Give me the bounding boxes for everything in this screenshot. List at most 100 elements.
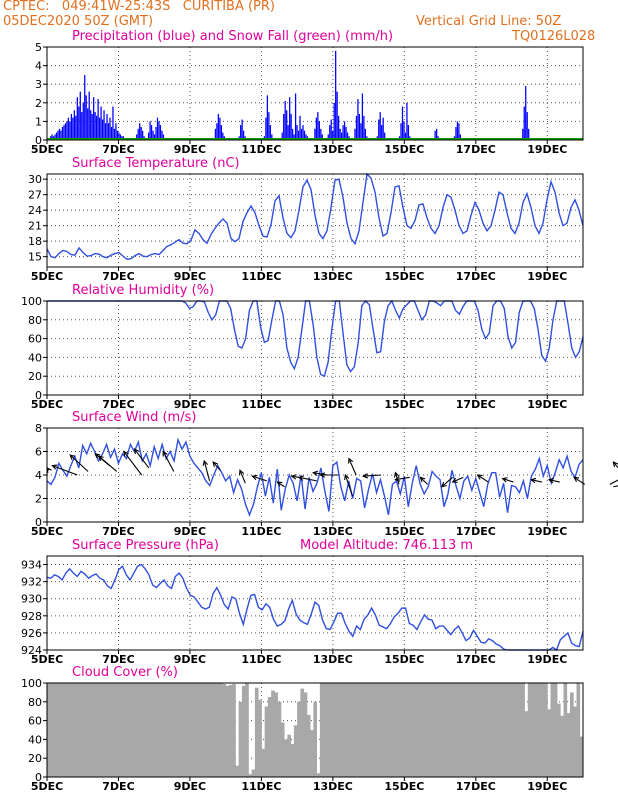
x-tick-label: 17DEC bbox=[456, 653, 496, 666]
precip-bar bbox=[115, 123, 117, 140]
precip-bar bbox=[522, 128, 524, 140]
precip-bar bbox=[84, 74, 86, 140]
x-tick-label: 15DEC bbox=[384, 653, 424, 666]
precip-bar bbox=[404, 132, 407, 140]
cloud-bar bbox=[150, 683, 155, 777]
cloud-bar bbox=[111, 683, 116, 777]
y-tick-label: 27 bbox=[28, 189, 42, 202]
cloud-bar bbox=[173, 683, 178, 777]
cloud-bar bbox=[170, 683, 175, 777]
precip-bar bbox=[333, 102, 335, 140]
wind-vector-head bbox=[393, 471, 400, 478]
cloud-bar bbox=[521, 683, 525, 777]
wind-panel-title: Surface Wind (m/s) bbox=[72, 410, 197, 425]
cloud-bar bbox=[69, 683, 74, 777]
panel-frame bbox=[46, 300, 584, 396]
wind-vector-head bbox=[451, 477, 458, 483]
cloud-bar bbox=[293, 725, 298, 777]
wind-vector-head bbox=[251, 474, 258, 481]
x-tick-label: 15DEC bbox=[384, 398, 424, 411]
wind-vector-head bbox=[547, 477, 555, 484]
y-tick-label: 1 bbox=[35, 115, 42, 128]
wind-vector bbox=[609, 479, 618, 485]
wind-vector-head bbox=[276, 481, 283, 487]
cloud-bar bbox=[56, 683, 61, 777]
precip-bar bbox=[73, 110, 75, 140]
precip-bar bbox=[436, 128, 438, 140]
cloud-bar bbox=[527, 683, 532, 777]
y-tick-label: 930 bbox=[21, 593, 42, 606]
precip-bar bbox=[528, 128, 530, 140]
x-tick-label: 13DEC bbox=[313, 653, 353, 666]
temperature-panel-title: Surface Temperature (nC) bbox=[72, 156, 240, 171]
precip-bar bbox=[296, 125, 298, 140]
panel-frame bbox=[46, 555, 584, 651]
cloud-bar bbox=[514, 683, 519, 777]
precip-bar bbox=[149, 121, 151, 140]
precip-bar bbox=[158, 121, 160, 140]
precip-bar bbox=[153, 134, 156, 140]
cloud-bar bbox=[368, 683, 373, 777]
panel-frame bbox=[46, 682, 584, 778]
cloud-bar bbox=[495, 683, 499, 777]
cloud-bar bbox=[238, 701, 243, 777]
precip-bar bbox=[361, 93, 364, 140]
wind-vector-head bbox=[94, 453, 101, 459]
x-tick-label: 19DEC bbox=[527, 525, 567, 538]
cloud-bar bbox=[102, 683, 106, 777]
cloud-bar bbox=[59, 683, 64, 777]
cloud-bar bbox=[579, 736, 584, 777]
cloud-bar bbox=[92, 683, 97, 777]
cloud-bar bbox=[228, 684, 233, 777]
x-tick-label: 17DEC bbox=[456, 143, 496, 156]
precip-bar bbox=[54, 134, 56, 140]
precip-bar bbox=[79, 91, 81, 140]
cloud-bar bbox=[222, 683, 227, 777]
panel-frame bbox=[46, 173, 584, 268]
precip-bar bbox=[242, 130, 245, 140]
wind-vector-head bbox=[69, 454, 76, 460]
cloud-bar bbox=[98, 683, 103, 777]
cloud-bar bbox=[557, 703, 561, 777]
cloud-bar bbox=[397, 683, 402, 777]
cloud-bar bbox=[89, 683, 93, 777]
x-tick-label: 17DEC bbox=[456, 270, 496, 283]
x-tick-label: 5DEC bbox=[31, 270, 63, 283]
y-tick-label: 20 bbox=[28, 752, 42, 765]
precip-bar bbox=[401, 106, 404, 140]
cloud-bar bbox=[53, 683, 58, 777]
precip-bar bbox=[222, 132, 224, 140]
precip-bar bbox=[104, 123, 107, 140]
cloud-bar bbox=[566, 713, 571, 777]
cloud-bar bbox=[267, 697, 272, 777]
y-tick-label: 0 bbox=[35, 771, 42, 784]
cloud-bar bbox=[443, 683, 447, 777]
precip-bar bbox=[162, 134, 165, 140]
x-tick-label: 7DEC bbox=[102, 143, 134, 156]
cloud-bar bbox=[144, 683, 149, 777]
humidity-panel-title: Relative Humidity (%) bbox=[72, 283, 215, 298]
cloud-bar bbox=[128, 683, 132, 777]
wind-vector bbox=[363, 474, 382, 477]
cloud-bar bbox=[436, 683, 441, 777]
pressure-panel-title: Surface Pressure (hPa) bbox=[72, 538, 219, 553]
cloud-bar bbox=[391, 683, 395, 777]
cloud-bar bbox=[381, 683, 386, 777]
y-tick-label: 60 bbox=[28, 715, 42, 728]
precip-bar bbox=[57, 130, 59, 140]
precip-panel-title: Precipitation (blue) and Snow Fall (gree… bbox=[72, 29, 394, 44]
precip-bar bbox=[136, 134, 138, 140]
x-tick-label: 13DEC bbox=[313, 780, 353, 793]
cloud-bar bbox=[118, 683, 123, 777]
wind-vector bbox=[441, 476, 453, 488]
cloud-bar bbox=[319, 683, 324, 777]
cloud-bar bbox=[339, 683, 344, 777]
y-tick-label: 2 bbox=[35, 493, 42, 506]
wind-vector-head bbox=[612, 461, 618, 468]
x-tick-label: 7DEC bbox=[102, 653, 134, 666]
precip-bar bbox=[299, 115, 301, 140]
x-tick-label: 15DEC bbox=[384, 270, 424, 283]
x-tick-label: 15DEC bbox=[384, 780, 424, 793]
precip-bar bbox=[113, 128, 116, 140]
cloud-bar bbox=[456, 683, 460, 777]
